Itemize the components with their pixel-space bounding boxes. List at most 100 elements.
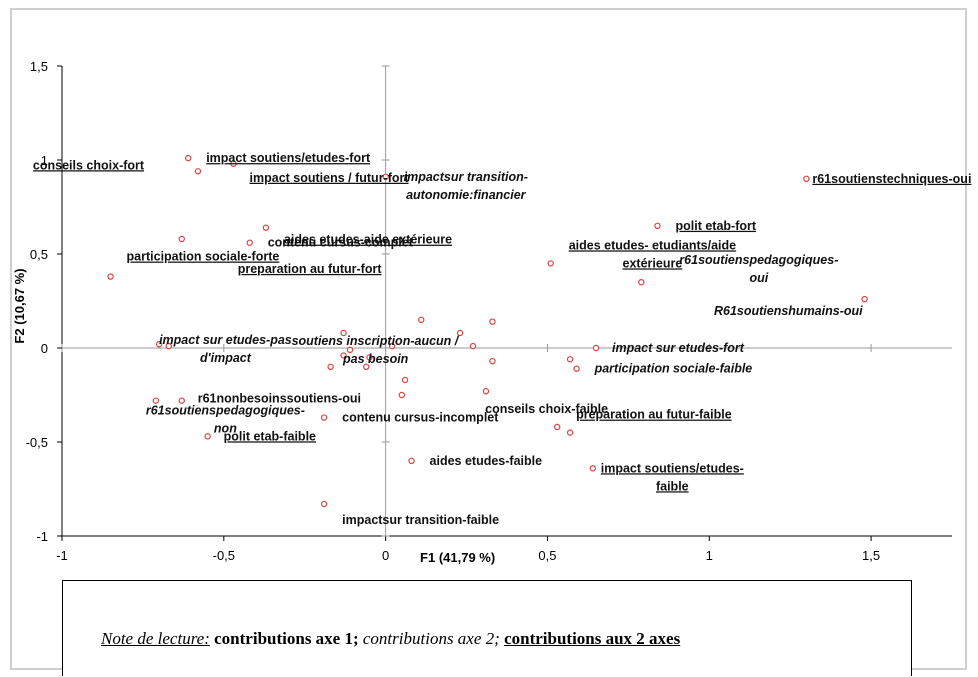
point-label: contenu cursus-incomplet: [342, 411, 499, 425]
point-label: impact soutiens / futur-fort: [250, 171, 410, 185]
x-tick-label: -1: [56, 548, 68, 563]
data-point: [382, 173, 389, 181]
point-label: aides etudes- etudiants/aide: [569, 238, 736, 252]
y-tick-label: 1,5: [30, 59, 48, 74]
x-axis-title: F1 (41,79 %): [420, 550, 495, 565]
point-label: faible: [656, 479, 689, 493]
chart-frame: [10, 8, 967, 670]
axes: [61, 66, 952, 537]
data-point: [803, 175, 810, 182]
data-point: [398, 391, 406, 399]
point-label: impact soutiens/etudes-fort: [206, 151, 371, 165]
data-point: [456, 329, 464, 337]
data-point: [566, 356, 574, 363]
data-point: [178, 235, 185, 243]
point-label: preparation au futur-faible: [576, 408, 732, 422]
y-tick-label: 0,5: [30, 247, 48, 262]
data-point: [155, 341, 163, 348]
point-label: oui: [749, 271, 768, 285]
point-label: conseils choix-fort: [33, 158, 145, 172]
data-point: [262, 224, 270, 231]
data-point: [573, 365, 580, 372]
point-label: non: [214, 422, 237, 436]
data-point: [366, 354, 373, 361]
data-point: [592, 344, 600, 352]
point-label: polit etab-faible: [224, 429, 316, 443]
data-point: [401, 376, 409, 384]
data-point: [165, 342, 172, 350]
x-tick-label: 0,5: [538, 548, 556, 563]
reading-note-box: Note de lecture: contributions axe 1; co…: [62, 580, 912, 676]
point-label: soutiens inscription-aucun /: [292, 334, 460, 348]
data-point: [107, 273, 114, 280]
note-lead: Note de lecture:: [101, 629, 210, 648]
y-tick-label: -0,5: [26, 435, 48, 450]
point-label: impact sur etudes-fort: [612, 341, 745, 355]
y-tick-label: 0: [41, 341, 48, 356]
data-point: [246, 239, 253, 246]
point-label: impact sur etudes-pas: [159, 333, 292, 347]
point-label: r61nonbesoinssoutiens-oui: [198, 392, 361, 406]
data-point: [327, 363, 334, 370]
y-tick-label: 1: [41, 153, 48, 168]
scatter-plot: -1 -0,5 0 0,5 1 1,5 -1 -0,5 0 0,5 1 1,5 r61soutiens…: [12, 59, 971, 565]
point-label: participation sociale-faible: [594, 362, 753, 376]
x-tick-label: 1,5: [862, 548, 880, 563]
point-label: pas besoin: [342, 352, 409, 366]
point-label: preparation au futur-fort: [238, 262, 383, 276]
data-point: [346, 346, 354, 354]
point-label: aides etudes-faible: [430, 454, 543, 468]
data-point: [553, 423, 561, 431]
data-point: [861, 295, 868, 303]
data-point: [178, 397, 185, 404]
point-label: r61soutienspedagogiques-: [679, 253, 838, 267]
data-point: [482, 388, 490, 395]
tick-labels: -1 -0,5 0 0,5 1 1,5 -1 -0,5 0 0,5 1 1,5: [26, 59, 881, 563]
data-point: [566, 429, 574, 436]
point-label: impactsur transition-: [404, 170, 528, 184]
data-point: [469, 342, 477, 350]
point-label: r61soutienstechniques-oui: [812, 172, 971, 186]
note-axis1: contributions axe 1;: [214, 629, 359, 648]
point-label: extérieure: [623, 256, 683, 270]
data-point: [547, 260, 554, 267]
point-label: d'impact: [200, 351, 252, 365]
data-point: [489, 318, 496, 325]
data-point: [340, 352, 347, 359]
point-label: conseils choix-faible: [485, 402, 608, 416]
data-point: [320, 414, 328, 421]
point-label: polit etab-fort: [675, 219, 756, 233]
point-label: aides etudes-aide extérieure: [284, 233, 452, 247]
y-tick-label: -1: [36, 529, 48, 544]
data-point: [185, 154, 192, 162]
data-point: [204, 433, 211, 440]
point-label: R61soutienshumains-oui: [714, 304, 863, 318]
data-point: [489, 357, 496, 365]
reading-note: Note de lecture: contributions axe 1; co…: [101, 629, 680, 649]
data-point: [654, 222, 661, 229]
point-labels: r61soutienstechniques-oui R61soutienshuma…: [33, 151, 971, 527]
data-point: [388, 342, 396, 350]
point-label: impact soutiens/etudes-: [601, 461, 744, 475]
data-point: [363, 363, 370, 370]
data-point: [638, 279, 645, 286]
x-tick-label: 0: [382, 548, 389, 563]
data-point: [340, 329, 347, 337]
data-points: [107, 154, 868, 508]
point-label: r61soutienspedagogiques-: [146, 404, 305, 418]
data-point: [408, 457, 415, 464]
data-point: [320, 500, 328, 508]
point-label: impactsur transition-faible: [342, 513, 499, 527]
point-label: autonomie:financier: [406, 188, 527, 202]
x-tick-label: -0,5: [213, 548, 235, 563]
note-axis2: contributions axe 2;: [362, 629, 500, 648]
data-point: [230, 160, 237, 167]
x-tick-label: 1: [706, 548, 713, 563]
data-point: [152, 397, 160, 404]
data-point: [418, 316, 425, 323]
y-axis-title: F2 (10,67 %): [12, 268, 27, 343]
data-point: [194, 168, 202, 175]
point-label: contenu cursus-complet: [268, 236, 414, 250]
data-point: [589, 465, 596, 472]
note-both-axes: contributions aux 2 axes: [504, 629, 681, 648]
